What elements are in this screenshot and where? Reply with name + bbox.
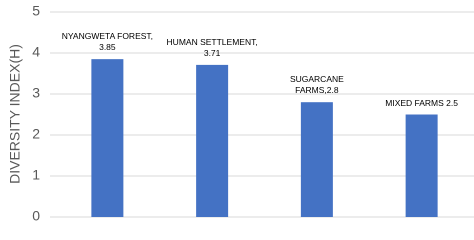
y-tick-label: 2 xyxy=(32,126,40,142)
y-tick-label: 3 xyxy=(32,85,40,101)
y-tick-label: 1 xyxy=(32,167,40,183)
y-tick-label: 5 xyxy=(32,3,40,19)
data-label: NYANGWETA FOREST, 3.85 xyxy=(61,31,154,53)
chart: DIVERSITY INDEX(H) 0 1 2 3 4 5 xyxy=(7,3,474,224)
data-label: MIXED FARMS 2.5 xyxy=(385,97,458,108)
bar xyxy=(196,64,229,217)
data-label: HUMAN SETTLEMENT, 3.71 xyxy=(166,36,258,58)
data-label: SUGARCANE FARMS,2.8 xyxy=(289,74,344,96)
y-axis-title: DIVERSITY INDEX(H) xyxy=(7,44,23,184)
bar xyxy=(405,114,438,217)
y-tick-label: 0 xyxy=(32,208,40,224)
bar xyxy=(91,59,124,218)
y-tick-label: 4 xyxy=(32,44,40,60)
bar xyxy=(300,102,333,217)
chart-container: DIVERSITY INDEX(H) 0 1 2 3 4 5 NYANGWETA FORE… xyxy=(7,3,474,224)
